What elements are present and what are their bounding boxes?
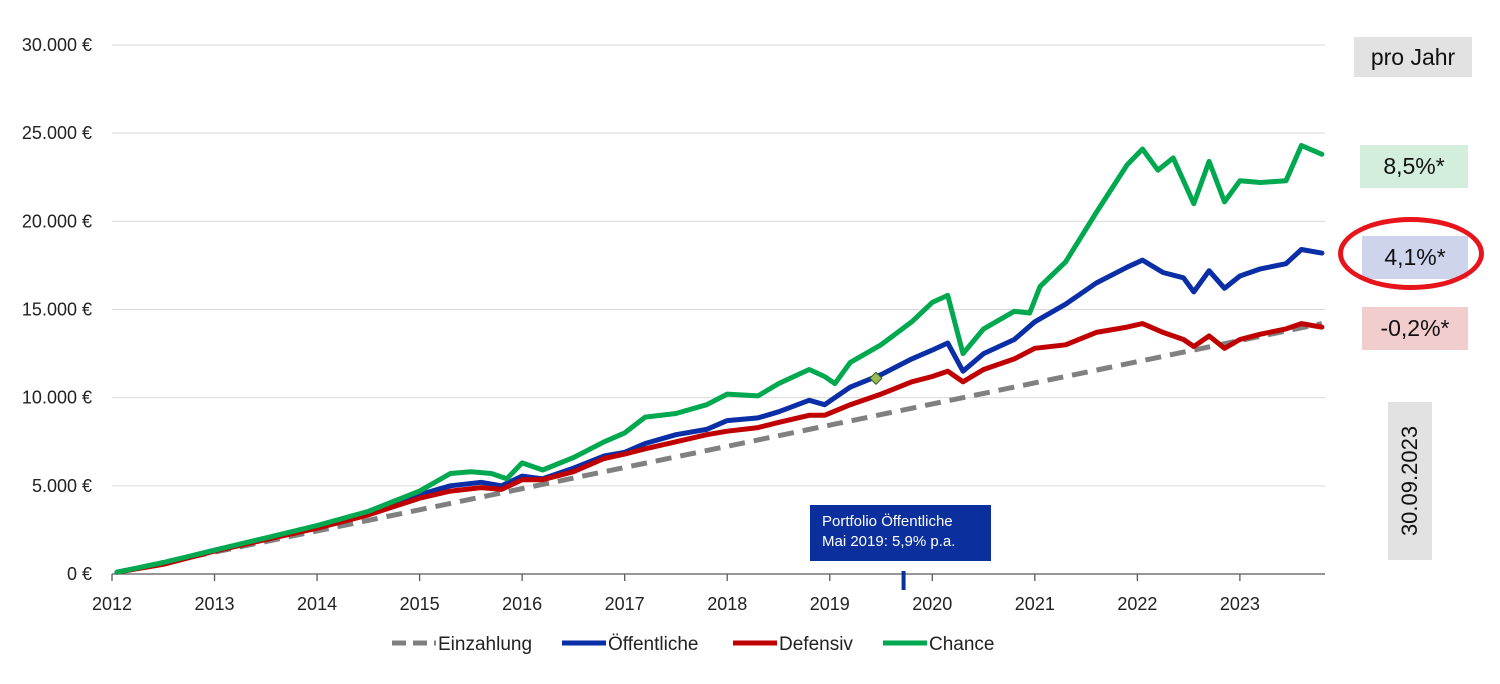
x-tick-label: 2021 xyxy=(1015,594,1055,614)
legend-label: Defensiv xyxy=(779,634,853,655)
defensiv-rate-label: -0,2%* xyxy=(1362,307,1468,350)
defensiv-series-line xyxy=(114,321,1325,575)
annotation-line-1: Portfolio Öffentliche xyxy=(822,513,953,530)
einzahlung-series-line xyxy=(116,321,1323,575)
x-tick-label: 2022 xyxy=(1117,594,1157,614)
x-tick-label: 2015 xyxy=(400,594,440,614)
x-tick-label: 2019 xyxy=(810,594,850,614)
gridlines xyxy=(111,44,1325,581)
legend-label: Einzahlung xyxy=(438,634,532,655)
date-box: 30.09.2023 xyxy=(1388,402,1432,560)
x-axis-tick-labels: 2012 2013 2014 2015 2016 2017 2018 2019 2020 2021… xyxy=(92,594,1260,614)
x-tick-label: 2013 xyxy=(195,594,235,614)
data-marker xyxy=(869,371,883,385)
per-year-header: pro Jahr xyxy=(1354,37,1472,77)
x-tick-label: 2023 xyxy=(1220,594,1260,614)
legend-label: Chance xyxy=(929,634,995,655)
x-tick-label: 2016 xyxy=(502,594,542,614)
y-tick-label: 20.000 € xyxy=(22,211,92,231)
legend: Einzahlung Öffentliche Defensiv Chance xyxy=(392,634,995,655)
x-tick-label: 2012 xyxy=(92,594,132,614)
x-tick-label: 2017 xyxy=(605,594,645,614)
y-tick-label: 5.000 € xyxy=(32,476,92,496)
chance-series-line xyxy=(114,143,1325,575)
chance-rate-label: 8,5%* xyxy=(1360,145,1468,188)
annotation-line-2: Mai 2019: 5,9% p.a. xyxy=(822,533,956,550)
highlight-ring xyxy=(1338,217,1484,290)
x-tick-label: 2014 xyxy=(297,594,337,614)
chart-marks xyxy=(869,371,906,590)
y-axis-tick-labels: 0 € 5.000 € 10.000 € 15.000 € 20.000 € 25.000… xyxy=(22,35,92,584)
y-tick-label: 15.000 € xyxy=(22,300,92,320)
y-tick-label: 30.000 € xyxy=(22,35,92,55)
y-tick-label: 25.000 € xyxy=(22,123,92,143)
y-tick-label: 0 € xyxy=(67,564,92,584)
date-label: 30.09.2023 xyxy=(1397,425,1422,537)
portfolio-annotation: Portfolio Öffentliche Mai 2019: 5,9% p.a… xyxy=(810,505,991,561)
legend-label: Öffentliche xyxy=(608,634,698,655)
oeffentliche-series-line xyxy=(114,247,1325,575)
x-tick-label: 2020 xyxy=(912,594,952,614)
x-tick-label: 2018 xyxy=(707,594,747,614)
y-tick-label: 10.000 € xyxy=(22,388,92,408)
series-lines xyxy=(114,143,1325,575)
